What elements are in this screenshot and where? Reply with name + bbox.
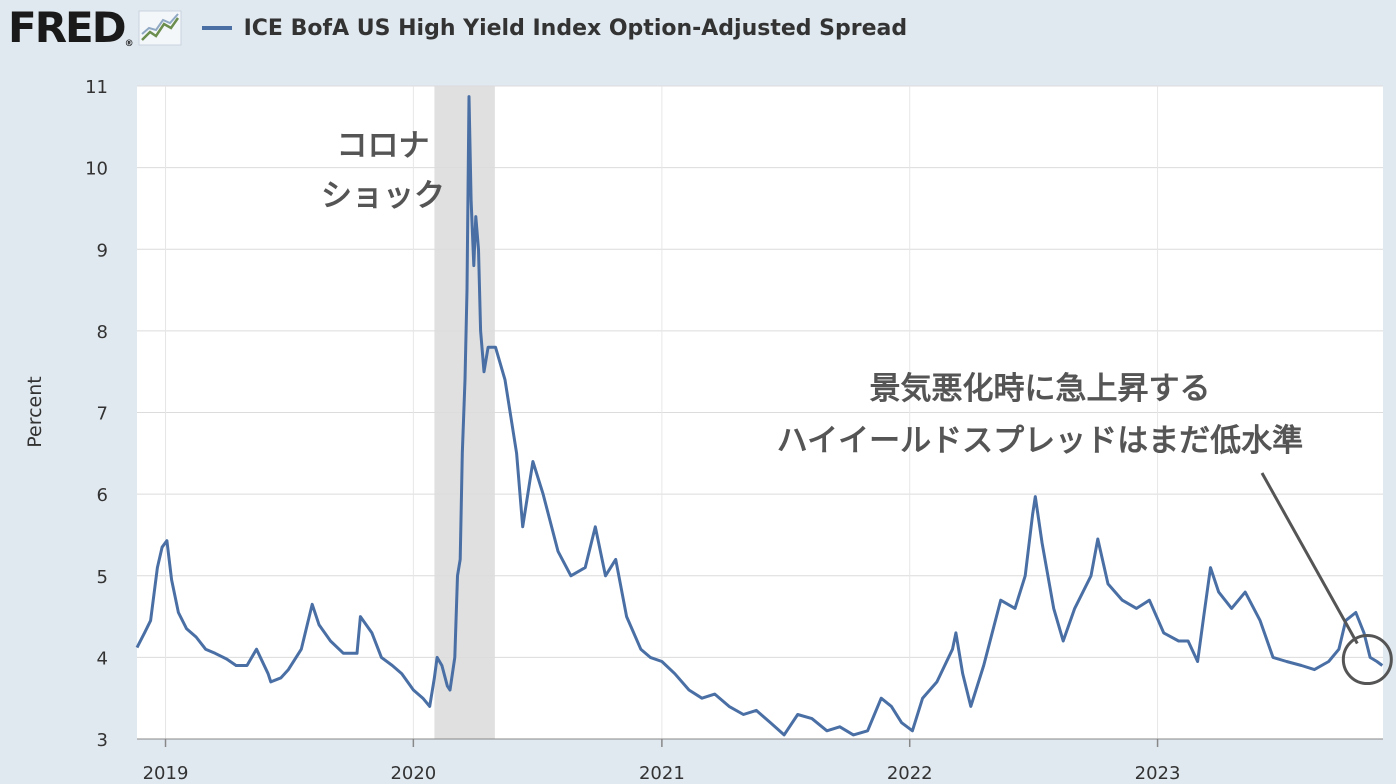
legend-swatch [201, 26, 232, 30]
annotation-circle [1341, 634, 1393, 686]
y-tick-label: 4 [97, 648, 108, 669]
annotation-text: ショック [321, 178, 445, 214]
x-tick-label: 2019 [143, 763, 189, 784]
y-tick-label: 5 [97, 567, 108, 588]
y-tick-label: 7 [97, 404, 108, 425]
annotation-text: コロナ [337, 128, 430, 164]
y-axis-label: Percent [24, 376, 46, 448]
y-tick-label: 9 [97, 240, 108, 261]
registered-mark: ® [124, 39, 134, 49]
y-tick-label: 3 [97, 730, 108, 751]
x-tick-label: 2023 [1135, 763, 1181, 784]
fred-logo-text: FRED [8, 3, 127, 52]
chart-header: FRED® ICE BofA US High Yield Index Optio… [8, 6, 907, 50]
y-tick-label: 8 [97, 322, 108, 343]
x-tick-label: 2021 [639, 763, 685, 784]
series-line [135, 95, 1384, 737]
annotation-text: ハイイールドスプレッドはまだ低水準 [777, 423, 1303, 459]
annotation-text: 景気悪化時に急上昇する [870, 371, 1211, 407]
x-tick-label: 2020 [390, 763, 436, 784]
fred-logo[interactable]: FRED® [8, 7, 134, 49]
series-title: ICE BofA US High Yield Index Option-Adju… [243, 15, 908, 41]
y-tick-label: 10 [85, 159, 108, 180]
x-tick-label: 2022 [887, 763, 933, 784]
y-tick-label: 11 [85, 77, 108, 98]
y-tick-label: 6 [97, 485, 108, 506]
annotation-arrow [1260, 472, 1359, 645]
line-chart-icon [138, 10, 182, 46]
